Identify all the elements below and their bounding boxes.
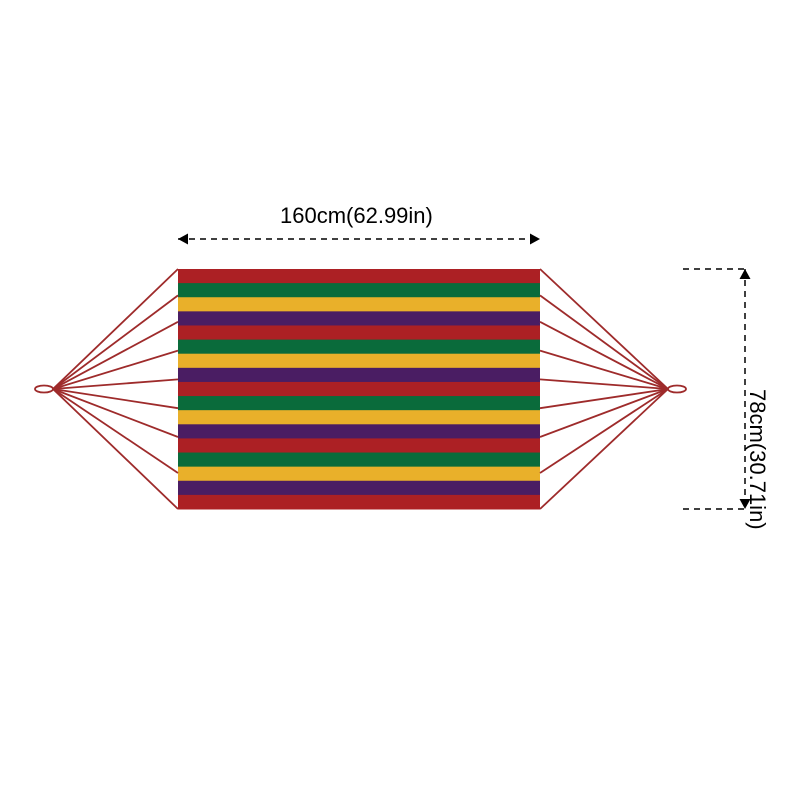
height-dimension-label: 78cm(30.71in) bbox=[744, 389, 770, 530]
rope-strand bbox=[540, 389, 668, 437]
hammock-stripe bbox=[178, 495, 540, 510]
rope-strand bbox=[53, 269, 178, 389]
rope-right bbox=[540, 269, 668, 509]
hammock-stripe bbox=[178, 481, 540, 496]
hammock-stripe bbox=[178, 283, 540, 298]
hammock-stripe bbox=[178, 340, 540, 355]
hammock-stripe bbox=[178, 438, 540, 453]
rope-strand bbox=[53, 322, 178, 389]
hammock-stripe bbox=[178, 396, 540, 411]
hammock-stripe bbox=[178, 424, 540, 439]
rope-strand bbox=[53, 389, 178, 437]
hammock-stripe bbox=[178, 382, 540, 397]
rope-strand bbox=[540, 269, 668, 389]
rope-strand bbox=[540, 379, 668, 389]
diagram-svg bbox=[0, 0, 800, 800]
rope-strand bbox=[53, 389, 178, 473]
rope-strand bbox=[540, 389, 668, 509]
rope-strand bbox=[53, 379, 178, 389]
rope-loop-right bbox=[668, 386, 686, 393]
rope-strand bbox=[53, 295, 178, 389]
hammock-stripe bbox=[178, 297, 540, 312]
arrowhead-left-icon bbox=[178, 234, 188, 245]
hammock-stripe bbox=[178, 269, 540, 284]
hammock-stripe bbox=[178, 453, 540, 468]
hammock-stripe bbox=[178, 325, 540, 340]
rope-loop-left bbox=[35, 386, 53, 393]
arrowhead-right-icon bbox=[530, 234, 540, 245]
hammock-stripe bbox=[178, 410, 540, 425]
diagram-canvas: 160cm(62.99in) 78cm(30.71in) bbox=[0, 0, 800, 800]
hammock-body bbox=[178, 269, 540, 510]
hammock-stripe bbox=[178, 467, 540, 482]
hammock-stripe bbox=[178, 354, 540, 369]
hammock-stripe bbox=[178, 368, 540, 383]
rope-strand bbox=[53, 389, 178, 408]
width-dimension bbox=[178, 234, 540, 245]
rope-strand bbox=[540, 322, 668, 389]
height-dimension bbox=[683, 269, 751, 509]
rope-strand bbox=[540, 389, 668, 473]
hammock-stripe bbox=[178, 311, 540, 326]
rope-strand bbox=[540, 295, 668, 389]
arrowhead-up-icon bbox=[740, 269, 751, 279]
rope-strand bbox=[540, 389, 668, 408]
rope-strand bbox=[53, 389, 178, 509]
width-dimension-label: 160cm(62.99in) bbox=[280, 203, 433, 229]
rope-left bbox=[53, 269, 178, 509]
